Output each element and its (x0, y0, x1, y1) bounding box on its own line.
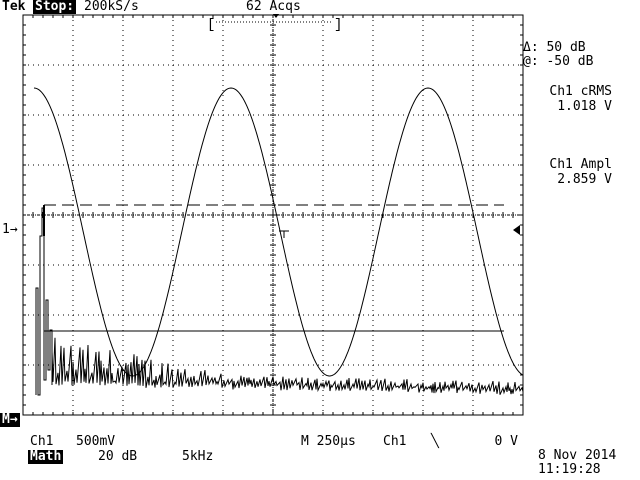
time: 11:19:28 (538, 462, 601, 477)
ch1-ground-marker[interactable]: 1→ (2, 222, 18, 237)
run-state-badge[interactable]: Stop: (33, 0, 77, 14)
measurement-1-value: 1.018 V (557, 99, 612, 114)
ch1-scale: 500mV (76, 434, 116, 449)
measurement-1-label: Ch1 cRMS (549, 84, 612, 99)
acquisition-count: 62 Acqs (246, 0, 301, 14)
ch1-label[interactable]: Ch1 (30, 434, 54, 449)
math-center-frequency: 5kHz (182, 449, 214, 464)
ch1-sine-waveform (33, 87, 524, 377)
math-scale: 20 dB (98, 449, 138, 464)
trigger-level: 0 V (494, 434, 518, 449)
record-view-bracket: [ ] (207, 17, 342, 33)
trigger-source: Ch1 (383, 434, 407, 449)
trigger-level-marker-icon[interactable] (513, 225, 520, 235)
timebase[interactable]: M 250µs (301, 434, 356, 449)
sample-rate: 200kS/s (84, 0, 139, 14)
math-reference-marker[interactable]: M→ (0, 412, 20, 427)
cursor-position-readout: @: -50 dB (523, 54, 594, 69)
svg-text:]: ] (334, 17, 342, 33)
date: 8 Nov 2014 (538, 448, 617, 463)
measurement-2-label: Ch1 Ampl (549, 157, 612, 172)
brand-logo: Tek (2, 0, 26, 14)
measurement-2-value: 2.859 V (557, 172, 612, 187)
cursor-delta-readout: Δ: 50 dB (523, 40, 586, 55)
math-label[interactable]: Math (28, 449, 64, 464)
trigger-point-icon (273, 14, 279, 18)
graticule (22, 14, 524, 416)
trigger-slope-icon: ╲ (431, 434, 439, 449)
svg-text:[: [ (207, 17, 215, 33)
trigger-position-marker-icon (279, 230, 289, 238)
math-fft-trace (35, 207, 524, 396)
